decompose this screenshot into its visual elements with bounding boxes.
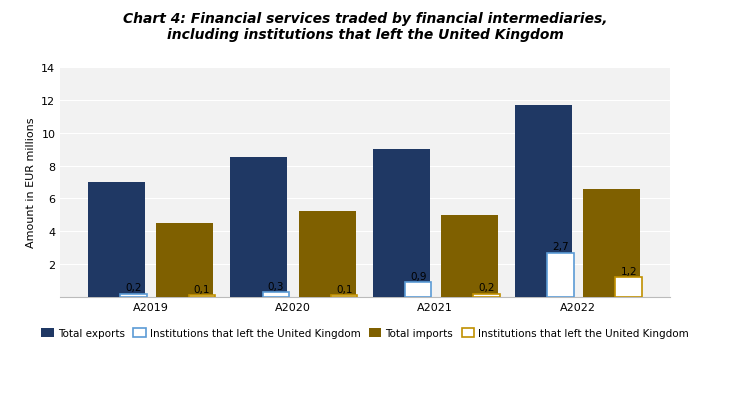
Bar: [263, 292, 289, 297]
Text: 0,2: 0,2: [126, 283, 142, 293]
Text: 0,1: 0,1: [193, 284, 210, 294]
Bar: [548, 253, 574, 297]
Bar: [230, 158, 287, 297]
Bar: [515, 106, 572, 297]
Bar: [88, 183, 145, 297]
Bar: [299, 211, 356, 297]
Bar: [583, 189, 640, 297]
Text: Chart 4: Financial services traded by financial intermediaries,
including instit: Chart 4: Financial services traded by fi…: [123, 12, 607, 43]
Bar: [188, 296, 215, 297]
Text: 0,1: 0,1: [336, 284, 353, 294]
Text: 1,2: 1,2: [620, 266, 637, 276]
Text: 0,2: 0,2: [478, 283, 495, 293]
Bar: [615, 278, 642, 297]
Bar: [120, 294, 147, 297]
Bar: [331, 296, 358, 297]
Text: 0,3: 0,3: [268, 281, 284, 291]
Bar: [405, 283, 431, 297]
Legend: Total exports, Institutions that left the United Kingdom, Total imports, Institu: Total exports, Institutions that left th…: [37, 324, 693, 342]
Y-axis label: Amount in EUR millions: Amount in EUR millions: [26, 117, 36, 248]
Text: 2,7: 2,7: [552, 242, 569, 252]
Bar: [372, 150, 429, 297]
Bar: [441, 216, 498, 297]
Text: 0,9: 0,9: [410, 271, 426, 281]
Bar: [473, 294, 500, 297]
Bar: [156, 224, 213, 297]
